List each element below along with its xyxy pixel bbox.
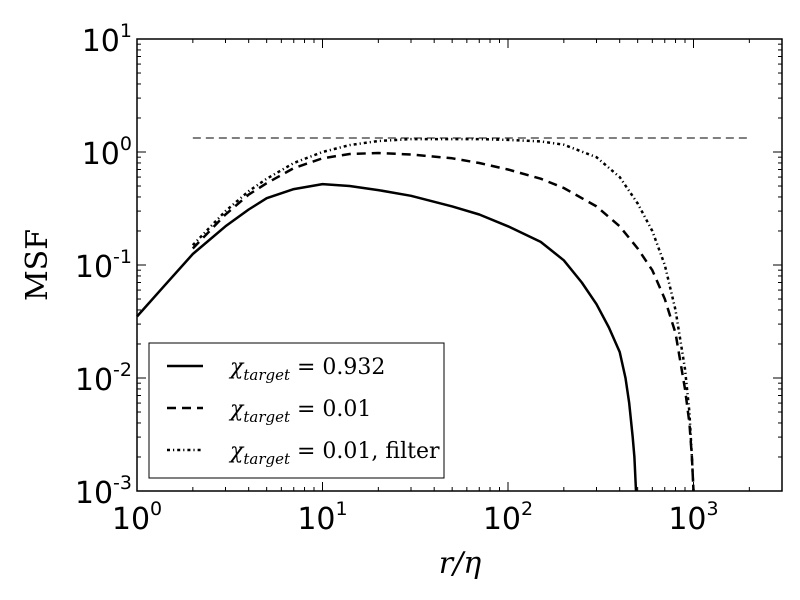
axis-ticks — [136, 38, 783, 492]
series-line-1 — [136, 182, 638, 492]
x-tick-label: 103 — [668, 498, 718, 537]
y-tick-label: 10-1 — [75, 246, 132, 285]
tick-labels: 100 101 102 103 10-3 10-2 10-1 100 101 — [75, 20, 719, 537]
legend-label: χtarget = 0.01, filter — [228, 439, 440, 468]
plot-lines — [136, 137, 750, 492]
x-axis-label: r/η — [439, 546, 481, 581]
legend-label: χtarget = 0.01 — [228, 397, 371, 426]
x-tick-label: 102 — [483, 498, 533, 537]
y-axis-label: MSF — [20, 229, 55, 301]
x-tick-label: 101 — [297, 498, 347, 537]
y-tick-label: 10-2 — [75, 359, 132, 398]
y-tick-label: 101 — [82, 20, 132, 59]
x-tick-label: 100 — [112, 498, 162, 537]
y-tick-label: 10-3 — [75, 472, 132, 511]
legend: χtarget = 0.932 χtarget = 0.01 χtarget = 0… — [148, 342, 445, 479]
legend-label: χtarget = 0.932 — [228, 355, 385, 384]
series-line-2 — [191, 151, 695, 492]
y-tick-label: 100 — [82, 133, 132, 172]
